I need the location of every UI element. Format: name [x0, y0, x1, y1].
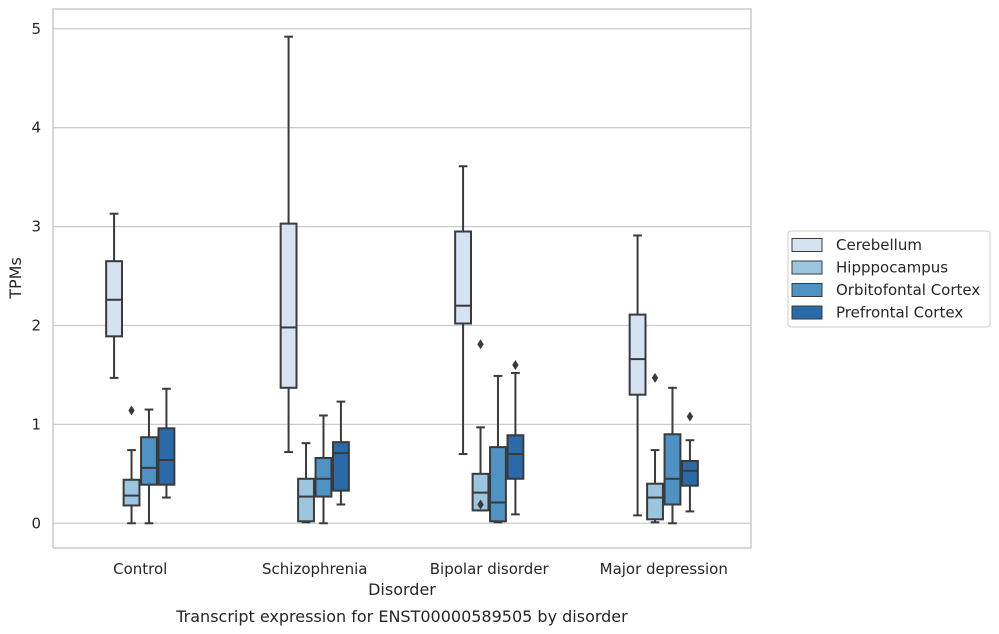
plot-frame	[52, 8, 752, 549]
x-tick-label: Bipolar disorder	[430, 560, 550, 578]
x-axis-title: Disorder	[368, 580, 436, 599]
box-cerebellum	[628, 234, 647, 517]
box-prefrontal-cortex	[157, 387, 176, 499]
y-tick-label: 4	[31, 119, 41, 137]
box-iqr	[506, 434, 525, 480]
box-hipppocampus	[646, 372, 664, 524]
box-iqr	[140, 436, 158, 486]
box-iqr	[157, 427, 176, 486]
box-iqr	[628, 313, 647, 396]
legend-frame	[787, 230, 991, 328]
box-orbitofontal-cortex	[140, 408, 158, 525]
y-tick-label: 5	[31, 20, 41, 38]
outlier-point	[686, 411, 694, 422]
legend: Cerebellum Hipppocampus Orbitofontal Corte…	[787, 230, 991, 328]
box-iqr	[314, 457, 333, 498]
legend-label: Orbitofontal Cortex	[836, 281, 980, 299]
y-tick-label: 3	[31, 218, 41, 236]
box-orbitofontal-cortex	[663, 386, 682, 525]
box-iqr	[454, 230, 472, 325]
y-axis-ticks: 0 1 2 3 4 5	[31, 20, 41, 532]
box-cerebellum	[105, 212, 124, 379]
box-iqr	[681, 459, 699, 487]
box-iqr	[489, 446, 507, 523]
box-iqr	[122, 478, 141, 507]
legend-swatch	[791, 260, 823, 275]
legend-label: Prefrontal Cortex	[836, 304, 963, 322]
outlier-point	[512, 360, 519, 371]
box-iqr	[646, 482, 664, 521]
box-cerebellum	[279, 35, 298, 454]
box-orbitofontal-cortex	[489, 374, 507, 524]
outlier-point	[477, 339, 484, 350]
box-iqr	[663, 433, 682, 506]
legend-swatch	[791, 238, 823, 252]
y-tick-label: 2	[31, 316, 41, 334]
legend-swatch	[791, 283, 823, 297]
outlier-point	[128, 405, 135, 416]
legend-label: Hipppocampus	[836, 259, 948, 277]
y-tick-label: 1	[31, 415, 41, 433]
box-hipppocampus	[297, 442, 315, 524]
box-prefrontal-cortex	[506, 360, 525, 516]
box-cerebellum	[454, 165, 472, 456]
x-tick-label: Control	[113, 560, 167, 578]
box-hipppocampus	[471, 339, 490, 512]
box-iqr	[332, 441, 350, 492]
box-prefrontal-cortex	[332, 400, 350, 506]
legend-label: Cerebellum	[836, 236, 922, 254]
box-orbitofontal-cortex	[314, 414, 333, 525]
chart-caption: Transcript expression for ENST0000058950…	[175, 607, 628, 626]
box-iqr	[297, 477, 315, 523]
x-axis-ticks: Control Schizophrenia Bipolar disorder Majo…	[113, 560, 728, 578]
y-axis-title: TPMs	[6, 257, 25, 300]
outlier-point	[651, 372, 659, 383]
gridlines	[53, 28, 751, 524]
x-tick-label: Schizophrenia	[262, 560, 367, 578]
box-iqr	[279, 222, 298, 389]
x-tick-label: Major depression	[600, 560, 728, 578]
box-prefrontal-cortex	[681, 411, 699, 513]
box-hipppocampus	[122, 405, 141, 525]
boxes-layer	[105, 35, 699, 525]
outlier-point	[477, 499, 484, 510]
legend-swatch	[791, 305, 823, 320]
y-tick-label: 0	[31, 514, 41, 532]
